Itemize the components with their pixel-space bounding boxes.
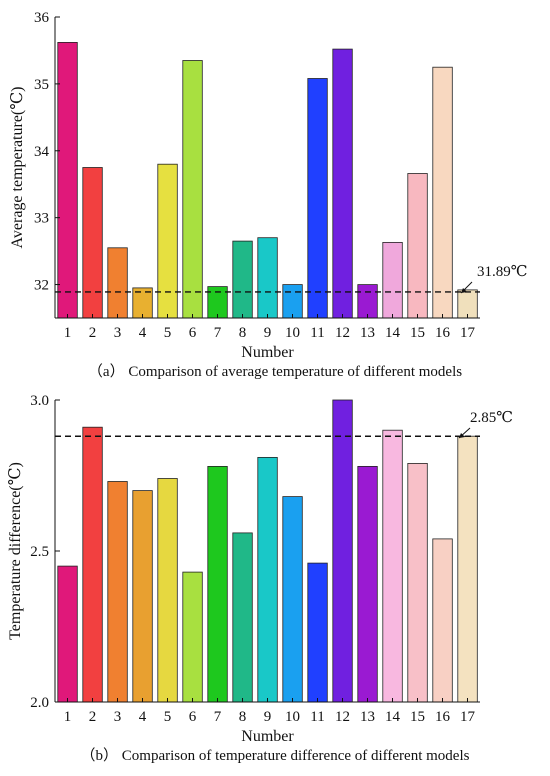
x-tick-label: 4 (139, 325, 147, 341)
chart-panel-b: 2.02.53.01 2 3 4 5 6 7 8 9 10 11 12 13 14 15 16 172.85℃N… (7, 393, 513, 764)
bar-5 (157, 163, 178, 319)
bar-8 (232, 240, 253, 319)
x-tick-label: 1 (64, 709, 72, 725)
x-tick-label: 7 (214, 325, 222, 341)
bar-12 (332, 399, 353, 703)
chart-caption: （a） Comparison of average temperature of… (88, 363, 462, 380)
x-tick-label: 2 (89, 325, 97, 341)
bar-17 (457, 435, 478, 703)
y-axis-title: Average temperature(℃) (9, 87, 26, 249)
x-tick-label: 11 (310, 709, 324, 725)
bar-14 (382, 429, 403, 703)
annotation-arrowhead (461, 288, 467, 293)
x-tick-label: 14 (385, 325, 401, 341)
annotation-arrowhead (459, 433, 465, 438)
bar-1 (57, 42, 78, 319)
y-tick-label: 33 (34, 211, 49, 227)
x-tick-label: 12 (335, 325, 350, 341)
x-tick-label: 3 (114, 325, 122, 341)
bar-8 (232, 532, 253, 703)
bar-6 (182, 60, 203, 319)
bar-15 (407, 173, 428, 319)
x-tick-label: 5 (164, 325, 172, 341)
y-tick-label: 34 (34, 144, 50, 160)
bar-3 (107, 481, 128, 703)
x-tick-label: 6 (189, 709, 197, 725)
bar-2 (82, 426, 103, 703)
x-axis-title: Number (241, 728, 294, 745)
y-tick-label: 36 (34, 10, 50, 26)
x-tick-label: 10 (285, 709, 300, 725)
x-tick-label: 13 (360, 709, 375, 725)
y-tick-label: 2.0 (30, 695, 49, 711)
x-tick-label: 13 (360, 325, 375, 341)
x-tick-label: 7 (214, 709, 222, 725)
x-tick-label: 16 (435, 325, 451, 341)
x-tick-label: 9 (264, 709, 272, 725)
x-tick-label: 3 (114, 709, 122, 725)
bar-2 (82, 167, 103, 319)
bar-17 (457, 289, 478, 319)
x-tick-label: 5 (164, 709, 172, 725)
x-tick-label: 14 (385, 709, 401, 725)
bar-9 (257, 237, 278, 319)
x-tick-label: 8 (239, 709, 247, 725)
x-tick-label: 12 (335, 709, 350, 725)
bar-11 (307, 78, 328, 319)
bar-4 (132, 490, 153, 703)
y-tick-label: 32 (34, 278, 49, 294)
x-axis-title: Number (241, 344, 294, 361)
bar-15 (407, 462, 428, 703)
y-tick-label: 35 (34, 77, 49, 93)
bar-5 (157, 478, 178, 703)
bar-16 (432, 66, 453, 319)
x-tick-label: 16 (435, 709, 451, 725)
bar-7 (207, 465, 228, 703)
bar-3 (107, 247, 128, 319)
bar-14 (382, 241, 403, 319)
x-tick-label: 17 (460, 325, 476, 341)
bar-10 (282, 496, 303, 703)
x-tick-label: 11 (310, 325, 324, 341)
x-tick-label: 9 (264, 325, 272, 341)
bar-9 (257, 456, 278, 703)
x-tick-label: 8 (239, 325, 247, 341)
x-tick-label: 2 (89, 709, 97, 725)
x-tick-label: 1 (64, 325, 72, 341)
bar-13 (357, 284, 378, 319)
bar-13 (357, 465, 378, 703)
bar-11 (307, 562, 328, 703)
chart-caption: （b） Comparison of temperature difference… (81, 747, 470, 764)
y-axis-title: Temperature difference(℃) (7, 462, 24, 640)
x-tick-label: 15 (410, 709, 425, 725)
x-tick-label: 17 (460, 709, 476, 725)
bar-12 (332, 48, 353, 319)
reference-label: 31.89℃ (477, 264, 528, 280)
y-tick-label: 3.0 (30, 393, 49, 409)
x-tick-label: 4 (139, 709, 147, 725)
bar-16 (432, 538, 453, 703)
reference-label: 2.85℃ (470, 410, 513, 426)
x-tick-label: 10 (285, 325, 300, 341)
x-tick-label: 6 (189, 325, 197, 341)
bar-6 (182, 571, 203, 703)
x-tick-label: 15 (410, 325, 425, 341)
y-tick-label: 2.5 (30, 544, 49, 560)
bar-1 (57, 565, 78, 703)
bar-10 (282, 284, 303, 319)
